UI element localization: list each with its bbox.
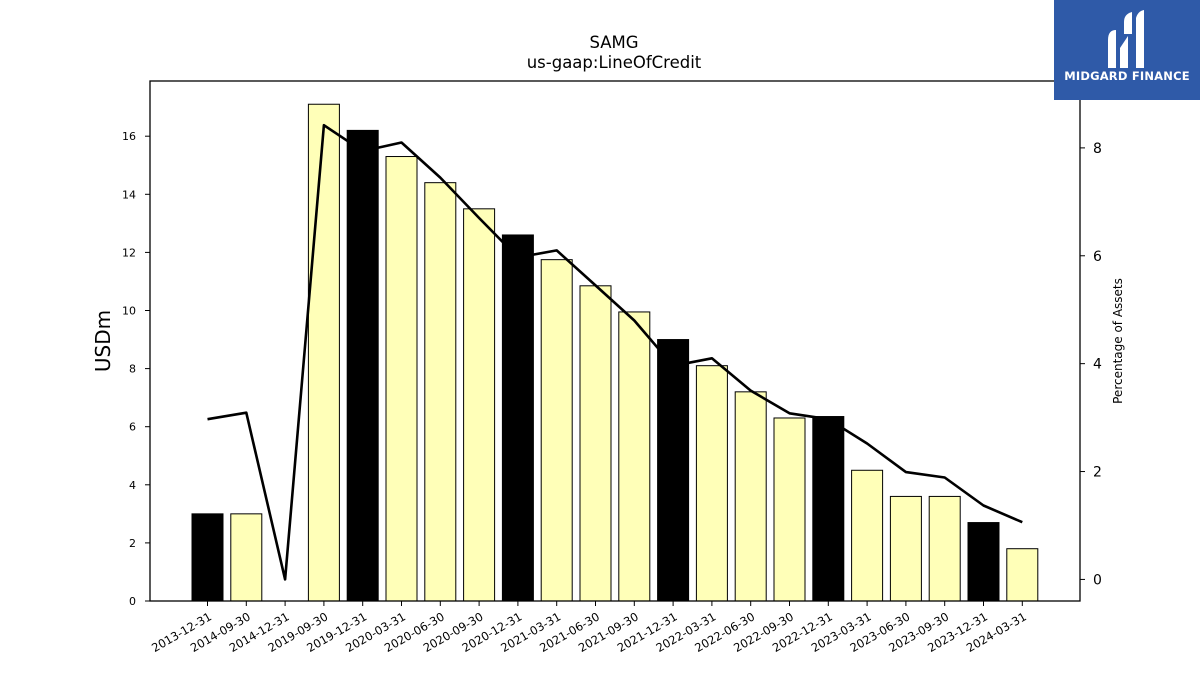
y2-tick-label-2: 2 bbox=[1093, 465, 1102, 481]
y2-ticks: 0 2 4 6 8 bbox=[1080, 141, 1102, 588]
x-ticks: 2013-12-312014-09-302014-12-312019-09-30… bbox=[149, 601, 1029, 655]
y-tick-label-16: 16 bbox=[122, 130, 136, 143]
y-tick-label-8: 8 bbox=[129, 363, 136, 376]
series-line-percentage-of-assets bbox=[207, 123, 1023, 581]
bar-2022-03-31 bbox=[695, 365, 728, 602]
y-ticks: 0 2 4 6 8 10 12 14 16 bbox=[122, 130, 150, 608]
bar-2020-06-30 bbox=[424, 182, 457, 602]
y2-axis-label: Percentage of Assets bbox=[1111, 278, 1125, 404]
y2-tick-label-4: 4 bbox=[1093, 357, 1102, 373]
bar-2023-09-30 bbox=[928, 495, 961, 602]
y-tick-label-0: 0 bbox=[129, 595, 136, 608]
chart-title: SAMG bbox=[589, 33, 638, 52]
y2-tick-label-8: 8 bbox=[1093, 141, 1102, 157]
bar-2021-06-30 bbox=[579, 285, 612, 602]
bars bbox=[191, 103, 1039, 602]
y-tick-label-10: 10 bbox=[122, 304, 136, 317]
bar-2022-06-30 bbox=[734, 391, 767, 602]
bar-2023-06-30 bbox=[889, 495, 922, 602]
bar-2023-03-31 bbox=[851, 469, 884, 602]
logo-text: MIDGARD FINANCE bbox=[1064, 69, 1190, 83]
bar-2024-03-31 bbox=[1006, 548, 1039, 602]
bar-2019-12-31 bbox=[346, 129, 379, 602]
bar-2022-09-30 bbox=[773, 417, 806, 602]
y2-tick-label-0: 0 bbox=[1093, 572, 1102, 588]
bar-2021-03-31 bbox=[540, 259, 573, 602]
plot-frame bbox=[149, 80, 1081, 602]
y-tick-label-12: 12 bbox=[122, 246, 136, 259]
chart-subtitle: us-gaap:LineOfCredit bbox=[527, 53, 702, 72]
bar-2020-12-31 bbox=[501, 234, 534, 602]
bar-2023-12-31 bbox=[967, 522, 1000, 602]
bar-2020-03-31 bbox=[385, 156, 418, 602]
bar-2021-09-30 bbox=[618, 311, 651, 602]
y-tick-label-6: 6 bbox=[129, 421, 136, 434]
bar-2020-09-30 bbox=[463, 208, 496, 602]
y-tick-label-14: 14 bbox=[122, 188, 136, 201]
bar-2019-09-30 bbox=[307, 103, 340, 602]
bar-2021-12-31 bbox=[657, 339, 690, 602]
y2-tick-label-6: 6 bbox=[1093, 249, 1102, 265]
line-layer bbox=[207, 123, 1023, 581]
bar-2014-09-30 bbox=[230, 513, 263, 602]
bar-2022-12-31 bbox=[812, 416, 845, 602]
bar-2013-12-31 bbox=[191, 513, 224, 602]
logo-mark-icon bbox=[1108, 10, 1144, 68]
brand-logo: MIDGARD FINANCE bbox=[1054, 0, 1200, 100]
y-tick-label-4: 4 bbox=[129, 479, 136, 492]
y-tick-label-2: 2 bbox=[129, 537, 136, 550]
y-axis-label: USDm bbox=[91, 310, 115, 372]
